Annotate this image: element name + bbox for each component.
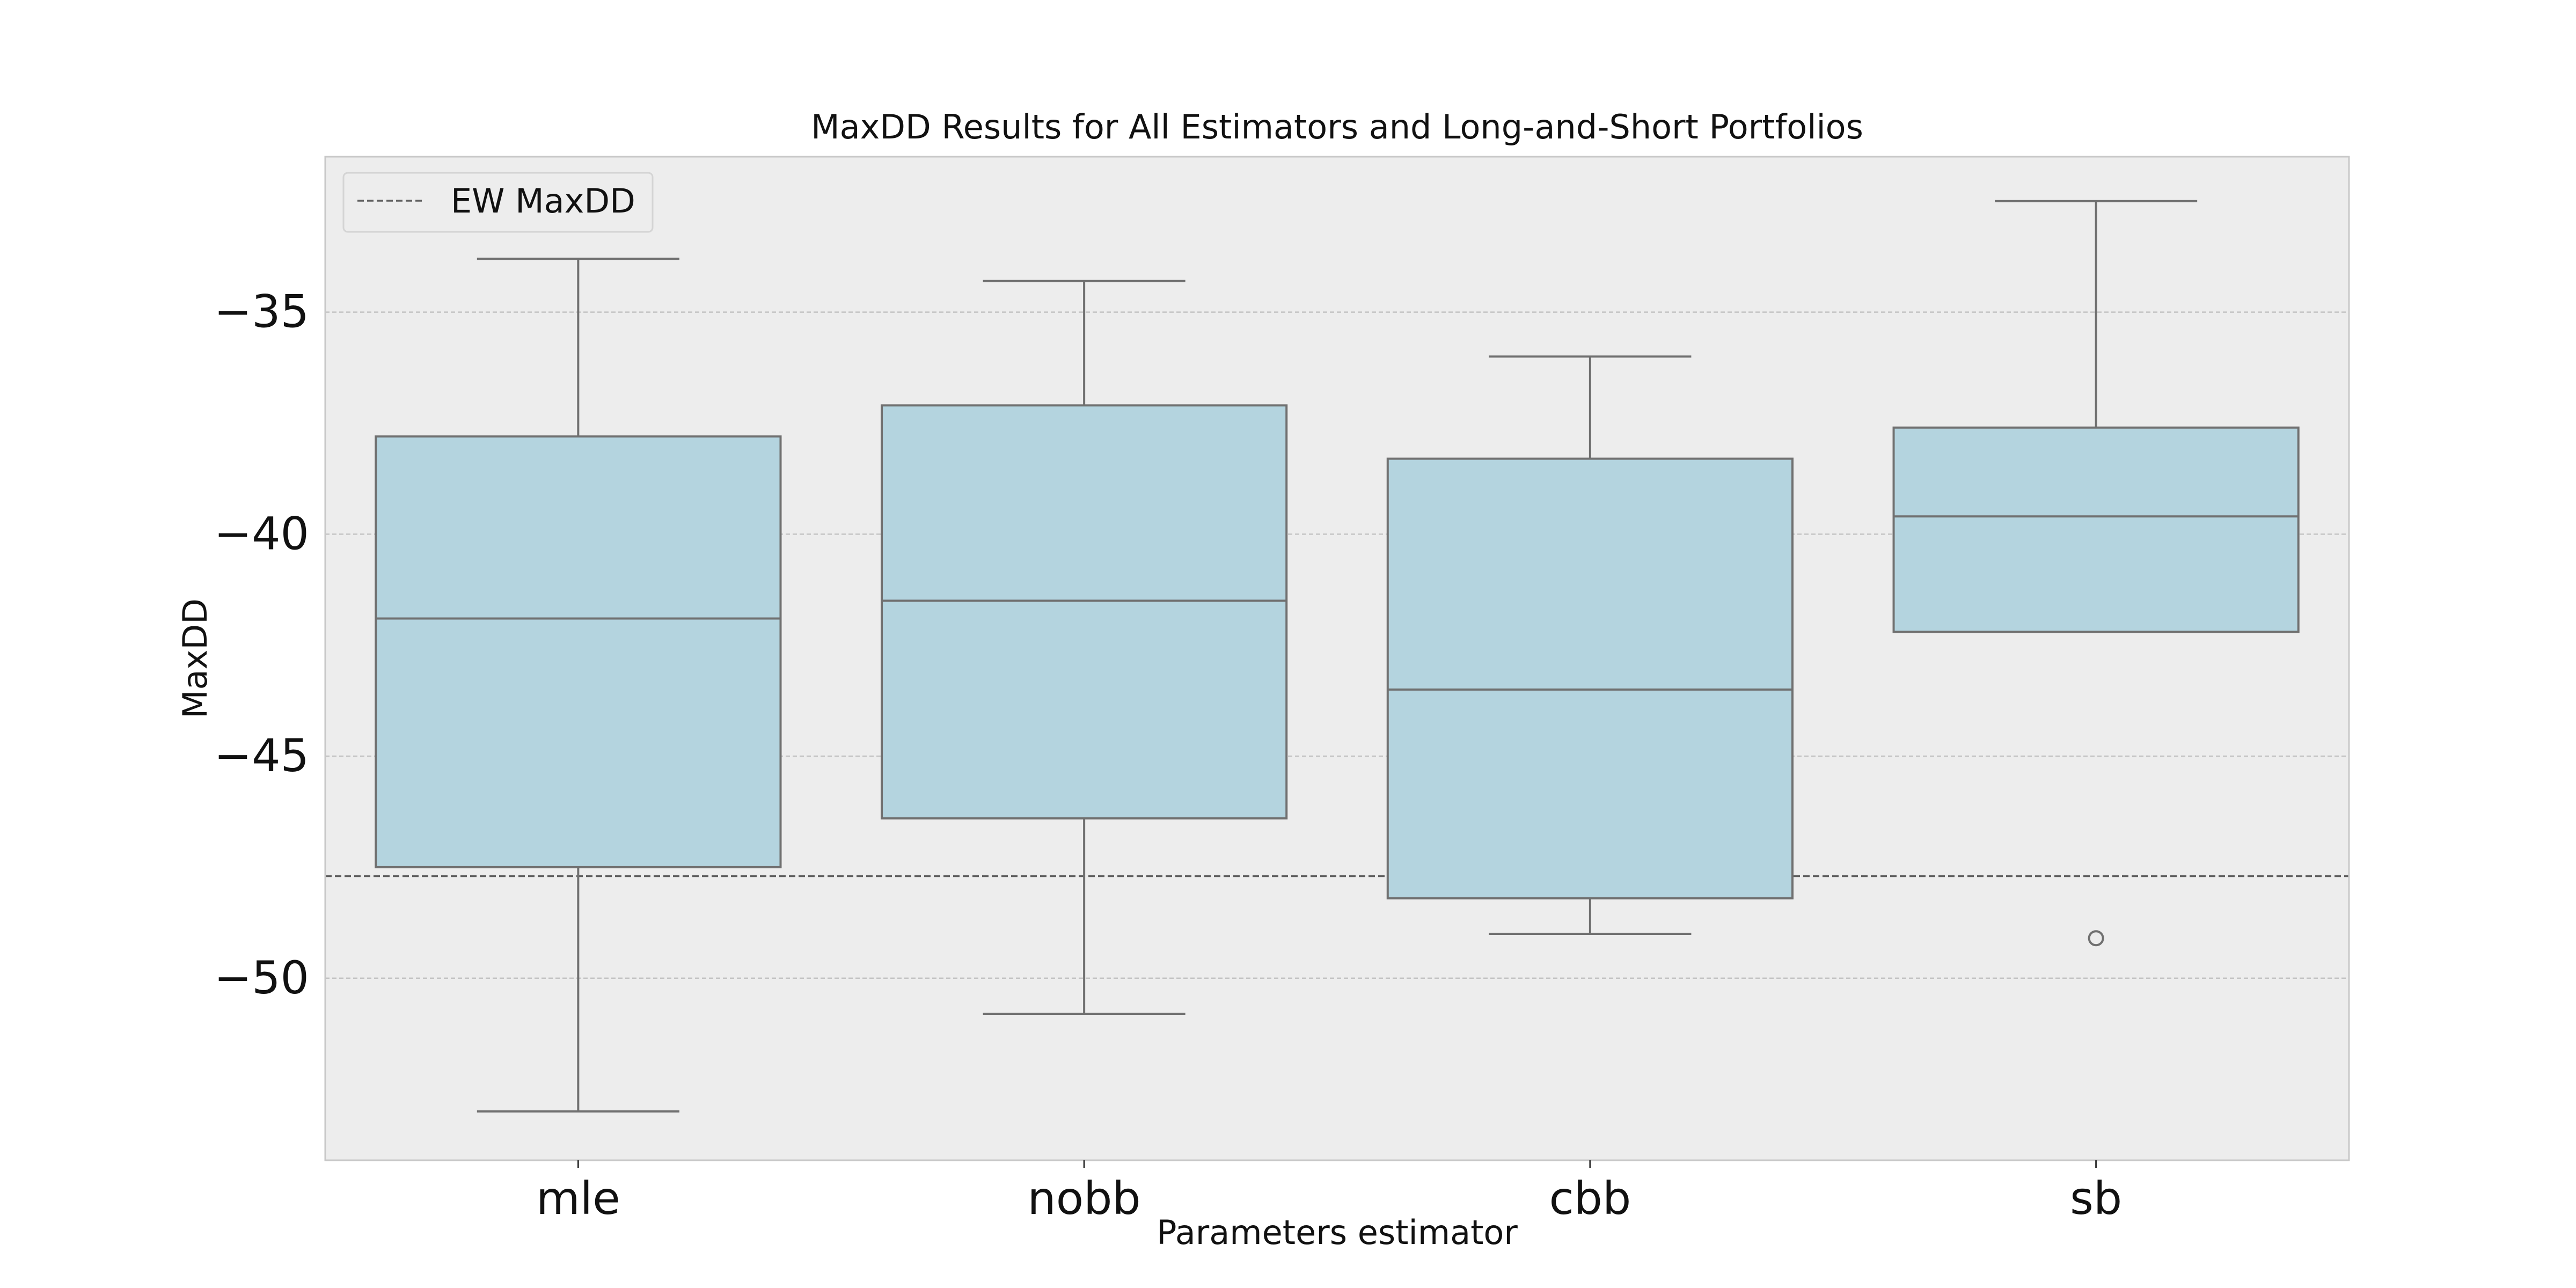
legend-label-ew-maxdd: EW MaxDD bbox=[451, 181, 635, 221]
y-tick-label: −35 bbox=[214, 286, 309, 338]
iqr-box bbox=[881, 404, 1288, 819]
outlier-point bbox=[2088, 930, 2104, 947]
y-axis-label: MaxDD bbox=[175, 598, 215, 719]
legend: EW MaxDD bbox=[342, 172, 654, 233]
box-sb bbox=[1892, 200, 2300, 947]
y-tick-label: −40 bbox=[214, 507, 309, 560]
y-tick-labels: −35 −40 −45 −50 bbox=[214, 286, 309, 1004]
x-tick-label: mle bbox=[536, 1172, 620, 1225]
boxes-layer bbox=[375, 200, 2300, 1113]
box-cbb bbox=[1386, 355, 1794, 935]
iqr-box bbox=[1386, 457, 1794, 899]
x-axis-label: Parameters estimator bbox=[1157, 1213, 1518, 1252]
plot-frame bbox=[324, 156, 2350, 1161]
x-tick-label: nobb bbox=[1027, 1172, 1140, 1225]
y-tick-label: −50 bbox=[214, 952, 309, 1004]
x-tick-labels: mle nobb cbb sb bbox=[536, 1160, 2122, 1225]
iqr-box bbox=[1892, 426, 2300, 633]
iqr-box bbox=[375, 435, 782, 868]
legend-box bbox=[342, 172, 654, 233]
y-tick-label: −45 bbox=[214, 729, 309, 782]
x-tick-label: sb bbox=[2070, 1172, 2122, 1225]
box-nobb bbox=[881, 280, 1288, 1015]
x-tick-label: cbb bbox=[1549, 1172, 1631, 1225]
chart-title: MaxDD Results for All Estimators and Lon… bbox=[811, 107, 1863, 147]
box-mle bbox=[375, 258, 782, 1113]
